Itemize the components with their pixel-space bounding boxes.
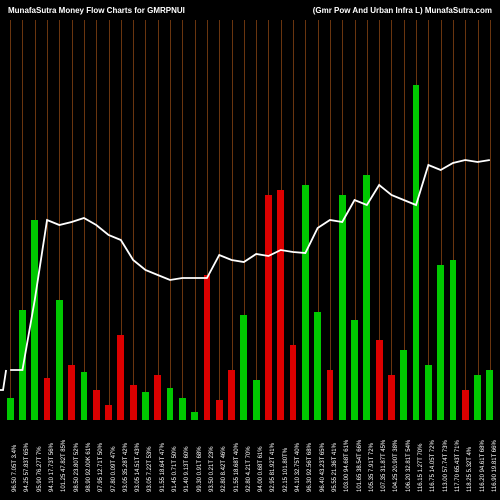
x-axis-labels: 96.50 7.05T 3.4% 94.25 57.83T 65% 95.90 76… — [0, 420, 500, 500]
x-label: 101.25 47.82T 85% — [61, 440, 67, 492]
x-label: 94.10 17.73T 56% — [49, 443, 55, 492]
x-label: 91.45 0.71T 50% — [172, 446, 178, 492]
x-label: 94.10 32.75T 40% — [295, 443, 301, 492]
overlay-line — [0, 0, 500, 420]
trend-line — [0, 160, 490, 390]
money-flow-chart: MunafaSutra Money Flow Charts for GMRPNU… — [0, 0, 500, 500]
x-label: 93.50 0.21T 23% — [209, 446, 215, 492]
x-label: 96.50 7.05T 3.4% — [12, 445, 18, 492]
chart-header: MunafaSutra Money Flow Charts for GMRPNU… — [0, 6, 500, 15]
x-label: 93.05 35.28T 42% — [123, 443, 129, 492]
x-label: 97.95 12.71T 50% — [98, 443, 104, 492]
x-label: 118.25 5.32T 4% — [467, 447, 473, 492]
x-label: 103.00 94.68T 61% — [344, 440, 350, 492]
x-label: 92.80 4.21T 70% — [246, 446, 252, 492]
x-label: 105.35 7.91T 72% — [369, 443, 375, 492]
x-label: 93.05 14.51T 43% — [135, 443, 141, 492]
x-label: 116.90 19.81T 66% — [492, 440, 498, 492]
x-label: 92.15 101.80T% — [283, 448, 289, 492]
header-left: MunafaSutra Money Flow Charts for GMRPNU… — [8, 6, 185, 15]
x-label: 99.30 0.91T 68% — [197, 446, 203, 492]
x-label: 98.90 92.00K 61% — [86, 443, 92, 492]
x-label: 92.95 81.92T 41% — [270, 443, 276, 492]
x-label: 93.05 7.22T 53% — [147, 446, 153, 492]
x-label: 91.40 9.13T 60% — [184, 446, 190, 492]
x-label: 91.55 18.68T 40% — [234, 443, 240, 492]
x-label: 95.55 21.36T 41% — [332, 443, 338, 492]
x-label: 94.00 0.68T 61% — [258, 446, 264, 492]
x-label: 117.70 65.43T 71% — [455, 440, 461, 492]
x-label: 116.20 94.61T 68% — [480, 440, 486, 492]
x-label: 116.75 14.05T 72% — [430, 440, 436, 492]
x-label: 101.65 38.54T 66% — [357, 440, 363, 492]
x-label: 92.80 8.42T 46% — [221, 446, 227, 492]
x-label: 97.80 0.09T 47% — [111, 446, 117, 492]
x-label: 98.50 23.80T 52% — [74, 443, 80, 492]
x-label: 116.15 1.27T 70% — [418, 444, 424, 492]
header-right: (Gmr Pow And Urban Infra L) MunafaSutra.… — [313, 6, 492, 15]
x-label: 104.25 20.90T 38% — [393, 440, 399, 492]
x-label: 96.40 43.23T 65% — [320, 443, 326, 492]
x-label: 113.00 57.74T 73% — [443, 440, 449, 492]
x-label: 107.35 31.87T 45% — [381, 440, 387, 492]
x-label: 95.90 76.27T 7% — [37, 446, 43, 492]
x-label: 94.25 57.83T 65% — [24, 443, 30, 492]
x-label: 91.55 18.64T 47% — [160, 443, 166, 492]
x-label: 106.20 32.81T 54% — [406, 440, 412, 492]
x-label: 96.30 92.56T 68% — [307, 443, 313, 492]
